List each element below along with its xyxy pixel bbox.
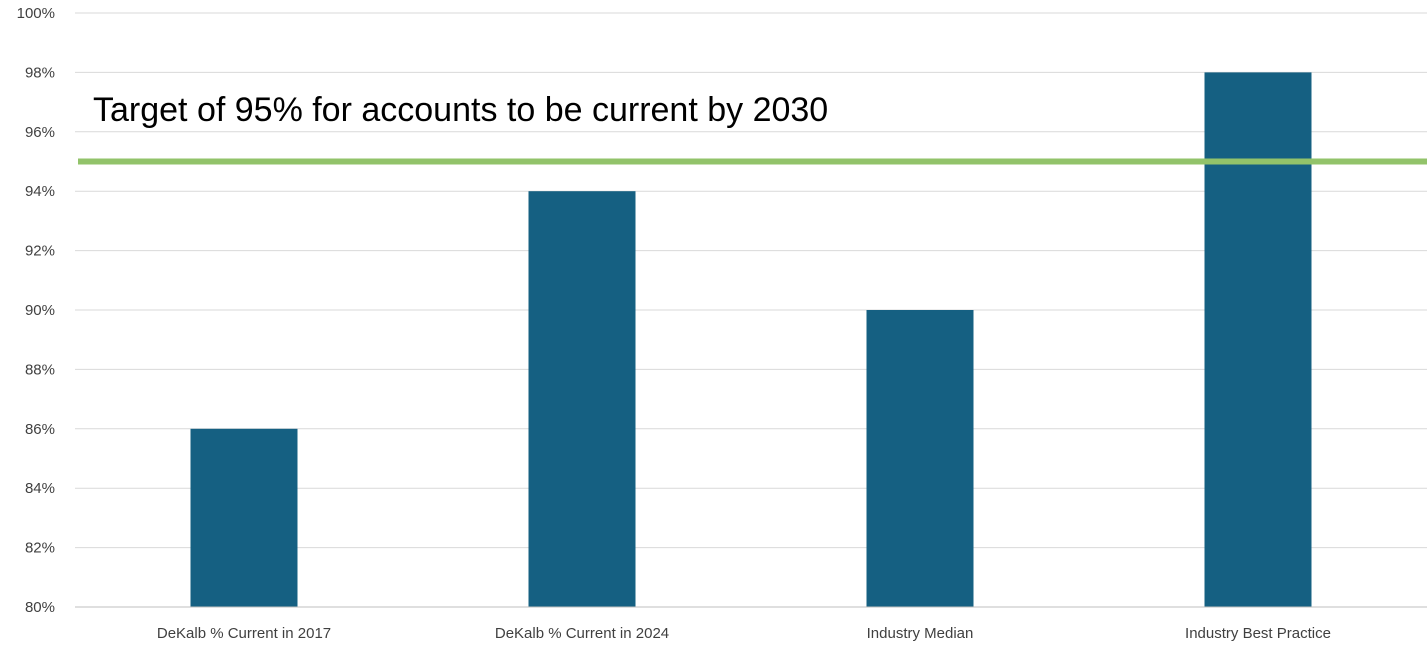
x-category-label: DeKalb % Current in 2017 <box>157 625 331 642</box>
x-category-label: Industry Best Practice <box>1185 625 1331 642</box>
y-tick-label: 80% <box>25 599 55 616</box>
y-tick-label: 92% <box>25 243 55 260</box>
x-category-label: Industry Median <box>867 625 974 642</box>
y-tick-label: 82% <box>25 540 55 557</box>
y-tick-label: 86% <box>25 421 55 438</box>
y-tick-label: 84% <box>25 480 55 497</box>
bar <box>1204 72 1312 607</box>
target-annotation: Target of 95% for accounts to be current… <box>93 91 828 129</box>
y-tick-label: 88% <box>25 361 55 378</box>
y-tick-label: 96% <box>25 124 55 141</box>
bar <box>528 191 636 607</box>
y-axis-tick-labels: 80% 82% 84% 86% 88% 90% 92% 94% 96% 98% 100% <box>17 5 55 616</box>
x-axis-category-labels: DeKalb % Current in 2017 DeKalb % Current… <box>157 625 1331 642</box>
bar <box>866 310 974 607</box>
bars <box>190 72 1312 607</box>
x-category-label: DeKalb % Current in 2024 <box>495 625 669 642</box>
y-tick-label: 100% <box>17 5 55 22</box>
y-tick-label: 94% <box>25 183 55 200</box>
y-tick-label: 98% <box>25 64 55 81</box>
grid-lines <box>75 12 1427 549</box>
y-tick-label: 90% <box>25 302 55 319</box>
bar <box>190 428 298 607</box>
